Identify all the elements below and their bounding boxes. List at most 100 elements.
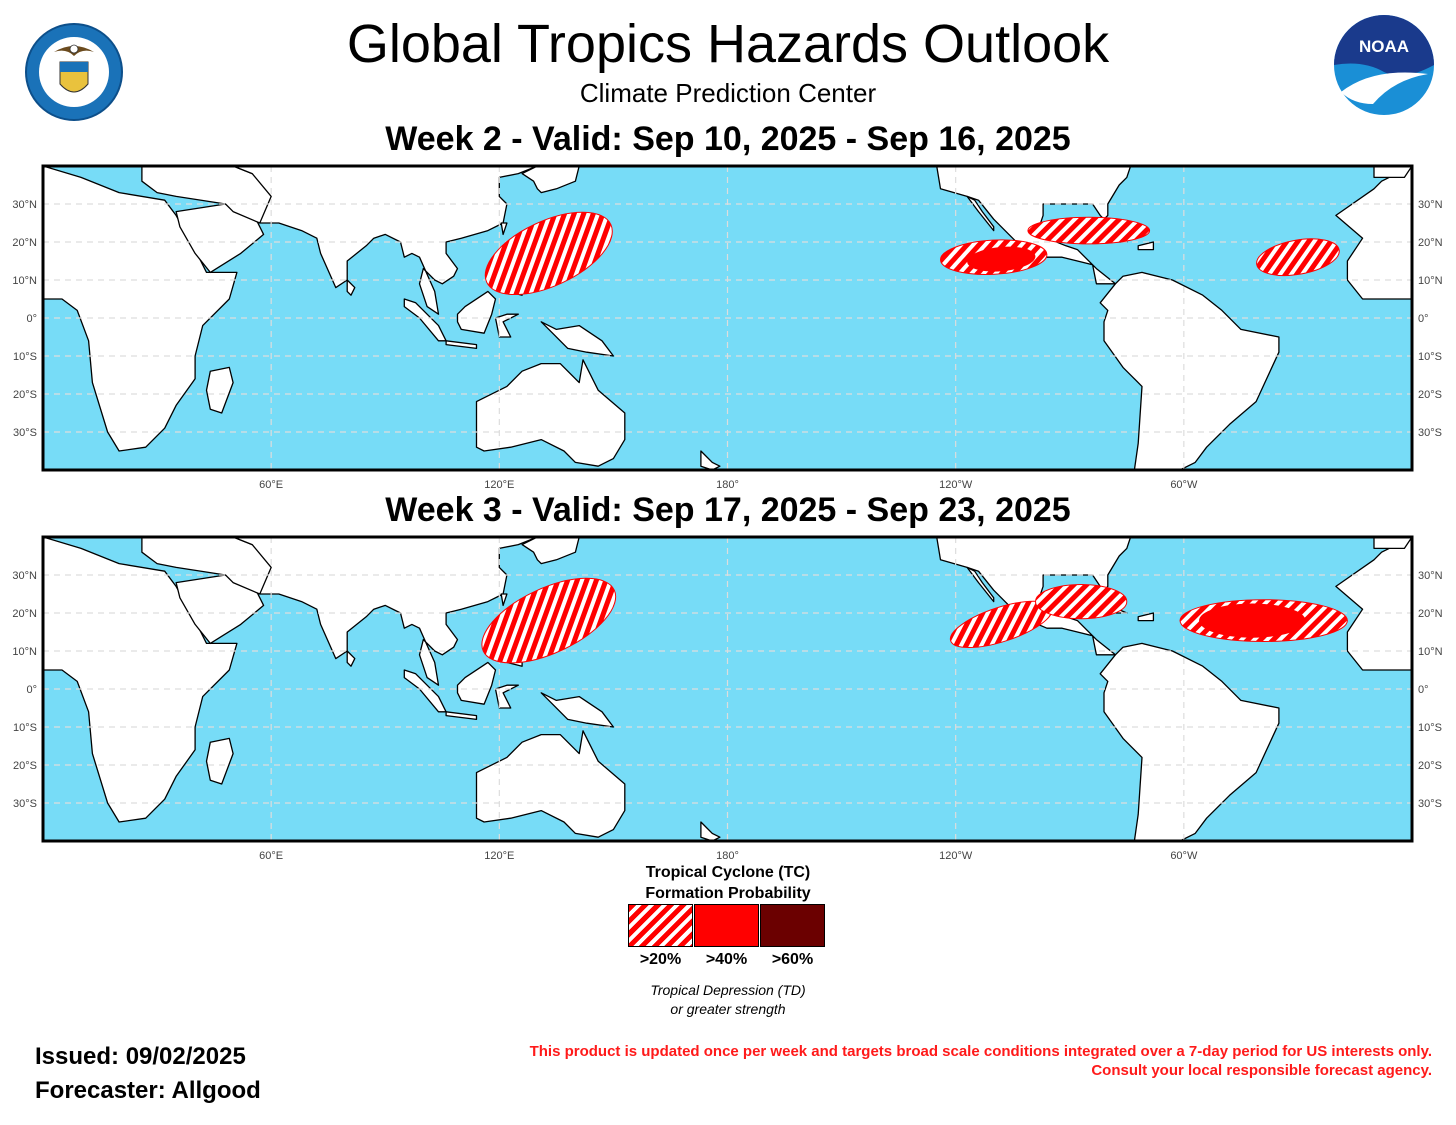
tc-hazard-region-20pct xyxy=(484,211,613,296)
lat-tick-label-right: 10°S xyxy=(1418,351,1442,363)
legend-label-20: >20% xyxy=(639,951,682,968)
lat-tick-label-right: 20°S xyxy=(1418,389,1442,401)
map-frame xyxy=(41,535,1414,843)
lat-tick-label-left: 0° xyxy=(26,684,37,696)
land-java xyxy=(445,340,478,350)
lon-tick-label: 120°W xyxy=(939,850,973,862)
land-asia-north xyxy=(232,166,539,315)
lat-tick-label-right: 30°N xyxy=(1418,199,1443,211)
legend-note-line2: or greater strength xyxy=(670,1001,786,1017)
land-australia xyxy=(475,359,626,467)
commerce-seal-icon xyxy=(25,23,123,121)
lat-tick-label-right: 20°N xyxy=(1418,237,1443,249)
lat-tick-label-right: 30°S xyxy=(1418,427,1442,439)
tc-hazard-region-20pct xyxy=(481,577,617,664)
land-australia xyxy=(475,730,626,838)
land-baja xyxy=(966,195,995,232)
disclaimer-line2: Consult your local responsible forecast … xyxy=(1091,1062,1432,1079)
issued-block: Issued: 09/02/2025 Forecaster: Allgood xyxy=(35,1040,261,1108)
lat-tick-label-right: 10°N xyxy=(1418,275,1443,287)
lat-tick-label-left: 20°S xyxy=(13,389,37,401)
lat-tick-label-left: 20°S xyxy=(13,760,37,772)
lat-tick-label-left: 20°N xyxy=(12,608,37,620)
lon-tick-label: 60°W xyxy=(1170,479,1198,491)
land-iberia xyxy=(1373,537,1412,550)
legend-swatch-40 xyxy=(694,904,759,947)
land-iberia xyxy=(1373,166,1412,179)
land-new-guinea xyxy=(540,692,615,728)
forecaster-name: Forecaster: Allgood xyxy=(35,1077,261,1104)
legend-title: Tropical Cyclone (TC) Formation Probabil… xyxy=(560,862,896,904)
legend-swatch-60 xyxy=(760,904,825,947)
land-borneo xyxy=(456,290,497,334)
legend-note: Tropical Depression (TD) or greater stre… xyxy=(560,981,896,1019)
disclaimer-line1: This product is updated once per week an… xyxy=(529,1043,1432,1060)
land-south-america xyxy=(1099,642,1280,841)
legend-title-line2: Formation Probability xyxy=(645,885,811,902)
land-new-guinea xyxy=(540,321,615,357)
land-asia-north xyxy=(232,537,539,686)
lat-tick-label-right: 10°S xyxy=(1418,722,1442,734)
tc-hazard-region-40pct xyxy=(1199,603,1306,638)
tc-hazard-region-40pct xyxy=(967,246,1036,272)
land-java xyxy=(445,711,478,721)
land-borneo xyxy=(456,661,497,705)
legend-title-line1: Tropical Cyclone (TC) xyxy=(645,864,811,881)
week2-title: Week 2 - Valid: Sep 10, 2025 - Sep 16, 2… xyxy=(385,120,1071,158)
land-taiwan xyxy=(500,222,508,236)
land-new-zealand xyxy=(700,450,721,470)
week3-title: Week 3 - Valid: Sep 17, 2025 - Sep 23, 2… xyxy=(385,491,1071,529)
lon-tick-label: 60°W xyxy=(1170,850,1198,862)
land-taiwan xyxy=(500,593,508,607)
land-west-africa-bulge xyxy=(1335,537,1412,671)
lat-tick-label-left: 10°S xyxy=(13,722,37,734)
land-africa xyxy=(43,537,238,823)
land-new-zealand xyxy=(700,821,721,841)
legend-note-line1: Tropical Depression (TD) xyxy=(650,982,806,998)
land-korea-japan xyxy=(521,166,580,194)
legend-label-40: >40% xyxy=(705,951,748,968)
lat-tick-label-right: 20°N xyxy=(1418,608,1443,620)
disclaimer: This product is updated once per week an… xyxy=(412,1042,1432,1080)
lat-tick-label-right: 30°S xyxy=(1418,798,1442,810)
page-subtitle: Climate Prediction Center xyxy=(579,78,877,108)
land-south-america xyxy=(1099,271,1280,470)
land-west-africa-bulge xyxy=(1335,166,1412,300)
tc-hazard-region-20pct xyxy=(1256,238,1340,277)
noaa-logo-text: NOAA xyxy=(1359,37,1409,56)
map-frame xyxy=(41,164,1414,472)
lat-tick-label-right: 20°S xyxy=(1418,760,1442,772)
lon-tick-label: 120°E xyxy=(484,479,514,491)
land-baja xyxy=(966,566,995,603)
noaa-logo-icon: NOAA xyxy=(1334,15,1434,115)
land-hispaniola xyxy=(1137,241,1155,251)
lat-tick-label-left: 30°N xyxy=(12,570,37,582)
land-sumatra xyxy=(403,669,447,713)
land-madagascar xyxy=(205,366,234,414)
lat-tick-label-left: 30°S xyxy=(13,427,37,439)
land-sumatra xyxy=(403,298,447,342)
page-title: Global Tropics Hazards Outlook xyxy=(346,14,1110,74)
lat-tick-label-left: 10°N xyxy=(12,275,37,287)
land-sri-lanka xyxy=(346,650,356,667)
lon-tick-label: 120°W xyxy=(939,479,973,491)
lat-tick-label-left: 0° xyxy=(26,313,37,325)
legend-swatch-20 xyxy=(628,904,693,947)
lon-tick-label: 180° xyxy=(716,850,739,862)
lat-tick-label-right: 0° xyxy=(1418,313,1429,325)
tc-hazard-region-20pct xyxy=(1035,584,1128,620)
lat-tick-label-right: 10°N xyxy=(1418,646,1443,658)
lon-tick-label: 60°E xyxy=(259,850,283,862)
lon-tick-label: 180° xyxy=(716,479,739,491)
lat-tick-label-left: 10°S xyxy=(13,351,37,363)
lat-tick-label-left: 20°N xyxy=(12,237,37,249)
land-africa xyxy=(43,166,238,452)
land-sri-lanka xyxy=(346,279,356,296)
lat-tick-label-right: 30°N xyxy=(1418,570,1443,582)
land-madagascar xyxy=(205,737,234,785)
lon-tick-label: 120°E xyxy=(484,850,514,862)
tc-hazard-region-20pct xyxy=(1027,216,1151,245)
lat-tick-label-left: 30°N xyxy=(12,199,37,211)
week2-map: 60°E 120°E 180° 120°W 60°W 30°N 30°N 20°N 20°N 10… xyxy=(12,164,1443,491)
lat-tick-label-left: 10°N xyxy=(12,646,37,658)
